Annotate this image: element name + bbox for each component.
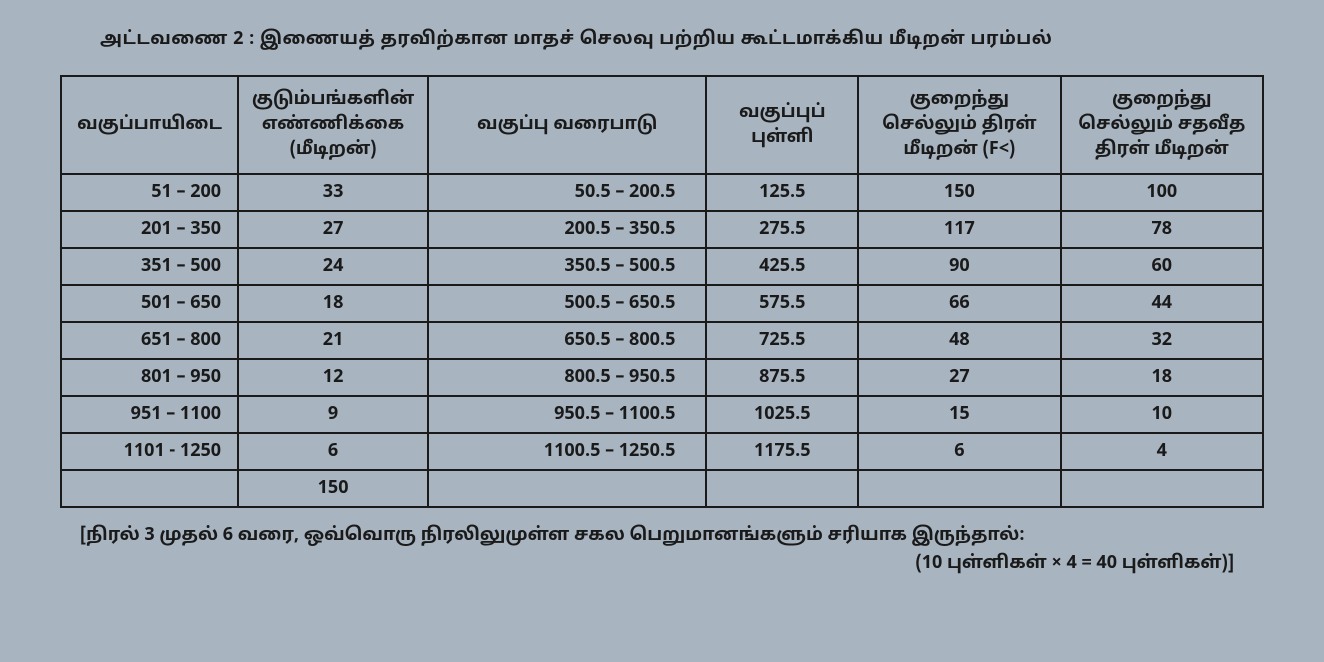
cell: 150 <box>858 174 1060 211</box>
cell-empty <box>61 470 238 507</box>
cell-empty <box>428 470 706 507</box>
cell: 27 <box>858 359 1060 396</box>
frequency-table: வகுப்பாயிடை குடும்பங்களின் எண்ணிக்கை (மீ… <box>60 75 1264 508</box>
cell-empty <box>1061 470 1263 507</box>
table-body: 51 – 2003350.5 – 200.5125.5150100 201 – … <box>61 174 1263 507</box>
cell: 32 <box>1061 322 1263 359</box>
cell: 201 – 350 <box>61 211 238 248</box>
total-row: 150 <box>61 470 1263 507</box>
header-class-boundary: வகுப்பு வரைபாடு <box>428 76 706 174</box>
cell: 6 <box>238 433 428 470</box>
cell: 350.5 – 500.5 <box>428 248 706 285</box>
cell: 48 <box>858 322 1060 359</box>
cell: 66 <box>858 285 1060 322</box>
table-row: 951 – 11009950.5 – 1100.51025.51510 <box>61 396 1263 433</box>
cell: 100 <box>1061 174 1263 211</box>
cell: 6 <box>858 433 1060 470</box>
cell: 951 – 1100 <box>61 396 238 433</box>
footer-note: [நிரல் 3 முதல் 6 வரை, ஒவ்வொரு நிரலிலுமுள… <box>60 522 1264 580</box>
cell: 18 <box>1061 359 1263 396</box>
header-row: வகுப்பாயிடை குடும்பங்களின் எண்ணிக்கை (மீ… <box>61 76 1263 174</box>
cell: 18 <box>238 285 428 322</box>
cell: 9 <box>238 396 428 433</box>
cell: 1025.5 <box>706 396 858 433</box>
cell: 125.5 <box>706 174 858 211</box>
cell: 725.5 <box>706 322 858 359</box>
header-pct-cum-freq: குறைந்து செல்லும் சதவீத திரள் மீடிறன் <box>1061 76 1263 174</box>
cell: 1100.5 – 1250.5 <box>428 433 706 470</box>
cell: 1101 - 1250 <box>61 433 238 470</box>
table-row: 1101 - 125061100.5 – 1250.51175.564 <box>61 433 1263 470</box>
cell: 27 <box>238 211 428 248</box>
cell: 500.5 – 650.5 <box>428 285 706 322</box>
cell: 50.5 – 200.5 <box>428 174 706 211</box>
cell: 4 <box>1061 433 1263 470</box>
cell: 800.5 – 950.5 <box>428 359 706 396</box>
table-row: 801 – 95012800.5 – 950.5875.52718 <box>61 359 1263 396</box>
cell: 501 – 650 <box>61 285 238 322</box>
cell: 950.5 – 1100.5 <box>428 396 706 433</box>
footer-line-2: (10 புள்ளிகள் × 4 = 40 புள்ளிகள்)] <box>80 550 1264 579</box>
cell: 33 <box>238 174 428 211</box>
cell: 425.5 <box>706 248 858 285</box>
cell: 24 <box>238 248 428 285</box>
table-title: அட்டவணை 2 : இணையத் தரவிற்கான மாதச் செலவு… <box>100 28 1264 51</box>
cell: 351 – 500 <box>61 248 238 285</box>
header-frequency: குடும்பங்களின் எண்ணிக்கை (மீடிறன்) <box>238 76 428 174</box>
cell: 78 <box>1061 211 1263 248</box>
cell: 117 <box>858 211 1060 248</box>
cell: 200.5 – 350.5 <box>428 211 706 248</box>
table-row: 201 – 35027200.5 – 350.5275.511778 <box>61 211 1263 248</box>
cell-empty <box>858 470 1060 507</box>
table-row: 651 – 80021650.5 – 800.5725.54832 <box>61 322 1263 359</box>
table-row: 351 – 50024350.5 – 500.5425.59060 <box>61 248 1263 285</box>
cell: 15 <box>858 396 1060 433</box>
cell: 801 – 950 <box>61 359 238 396</box>
cell: 21 <box>238 322 428 359</box>
cell: 275.5 <box>706 211 858 248</box>
cell: 10 <box>1061 396 1263 433</box>
cell: 90 <box>858 248 1060 285</box>
cell: 1175.5 <box>706 433 858 470</box>
header-class-mark: வகுப்புப் புள்ளி <box>706 76 858 174</box>
cell: 12 <box>238 359 428 396</box>
header-class-interval: வகுப்பாயிடை <box>61 76 238 174</box>
cell-total: 150 <box>238 470 428 507</box>
header-cum-freq: குறைந்து செல்லும் திரள் மீடிறன் (F<) <box>858 76 1060 174</box>
cell: 60 <box>1061 248 1263 285</box>
cell: 44 <box>1061 285 1263 322</box>
cell: 51 – 200 <box>61 174 238 211</box>
cell: 650.5 – 800.5 <box>428 322 706 359</box>
cell: 875.5 <box>706 359 858 396</box>
cell: 575.5 <box>706 285 858 322</box>
footer-line-1: [நிரல் 3 முதல் 6 வரை, ஒவ்வொரு நிரலிலுமுள… <box>80 522 1264 551</box>
cell-empty <box>706 470 858 507</box>
cell: 651 – 800 <box>61 322 238 359</box>
table-row: 51 – 2003350.5 – 200.5125.5150100 <box>61 174 1263 211</box>
table-row: 501 – 65018500.5 – 650.5575.56644 <box>61 285 1263 322</box>
